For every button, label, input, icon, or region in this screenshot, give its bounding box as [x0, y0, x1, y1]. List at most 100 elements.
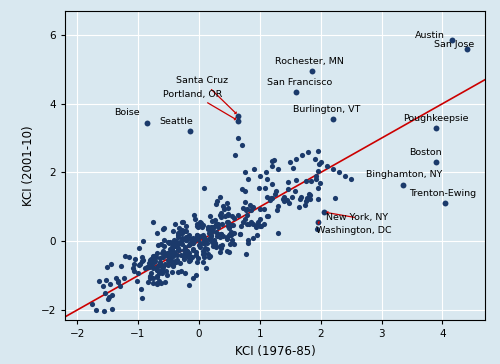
- Point: [303, 195, 311, 201]
- Point: [316, 159, 324, 165]
- Point: [220, 206, 228, 212]
- Point: [153, 268, 161, 273]
- Point: [224, 212, 232, 218]
- Point: [329, 166, 337, 172]
- Point: [160, 261, 168, 267]
- Point: [206, 253, 214, 258]
- Point: [217, 245, 225, 251]
- Point: [170, 237, 178, 243]
- Point: [178, 230, 186, 236]
- Point: [266, 198, 274, 203]
- Point: [192, 223, 200, 229]
- Point: [185, 255, 193, 261]
- Point: [329, 116, 337, 122]
- Point: [116, 284, 124, 289]
- Point: [297, 194, 305, 199]
- Point: [171, 258, 179, 264]
- Text: Austin: Austin: [415, 31, 445, 40]
- Point: [188, 240, 196, 246]
- Point: [199, 251, 207, 257]
- Point: [168, 244, 176, 250]
- Point: [270, 157, 278, 162]
- Point: [166, 249, 174, 255]
- Text: Boise: Boise: [114, 108, 140, 118]
- Point: [218, 221, 226, 227]
- Point: [200, 249, 207, 254]
- Point: [190, 247, 198, 253]
- Point: [213, 198, 221, 204]
- Point: [171, 221, 179, 227]
- Point: [181, 244, 189, 250]
- Point: [162, 250, 170, 256]
- Point: [188, 240, 196, 246]
- Point: [316, 161, 324, 167]
- Point: [226, 232, 234, 238]
- Point: [198, 224, 206, 230]
- Point: [174, 269, 182, 274]
- Point: [312, 173, 320, 179]
- Point: [274, 230, 281, 236]
- Point: [182, 229, 190, 234]
- Point: [264, 194, 272, 199]
- Point: [301, 202, 309, 207]
- Point: [158, 268, 166, 273]
- Point: [168, 249, 175, 255]
- Point: [314, 185, 322, 191]
- Point: [106, 281, 114, 286]
- Text: Washington, DC: Washington, DC: [316, 222, 392, 235]
- Point: [186, 257, 194, 263]
- Point: [268, 163, 276, 169]
- Point: [208, 227, 216, 233]
- Point: [204, 226, 212, 232]
- Point: [196, 233, 204, 239]
- Point: [154, 262, 162, 268]
- Point: [226, 232, 234, 238]
- Point: [248, 204, 256, 210]
- Text: Boston: Boston: [409, 148, 442, 157]
- Point: [108, 292, 116, 297]
- Point: [164, 240, 172, 246]
- Point: [174, 232, 182, 238]
- Point: [180, 256, 188, 262]
- Point: [234, 212, 242, 218]
- Point: [154, 230, 162, 236]
- Point: [138, 258, 146, 264]
- Point: [136, 261, 143, 267]
- Point: [143, 120, 151, 126]
- Point: [181, 250, 189, 256]
- Point: [88, 301, 96, 307]
- Text: Portland, OR: Portland, OR: [163, 90, 236, 120]
- Point: [283, 198, 291, 203]
- Point: [432, 125, 440, 131]
- Point: [164, 262, 172, 268]
- Point: [156, 255, 164, 261]
- Point: [201, 245, 209, 251]
- Point: [216, 243, 224, 249]
- Point: [164, 257, 172, 263]
- Point: [200, 250, 207, 256]
- Point: [184, 248, 192, 254]
- Point: [167, 257, 175, 263]
- Point: [150, 258, 158, 264]
- Point: [182, 270, 190, 276]
- Point: [186, 232, 194, 238]
- Point: [174, 247, 182, 253]
- Point: [182, 235, 190, 241]
- Point: [268, 181, 276, 187]
- Point: [200, 237, 208, 243]
- Point: [172, 242, 179, 248]
- Point: [163, 252, 171, 258]
- Point: [190, 238, 198, 244]
- Text: Rochester, MN: Rochester, MN: [275, 57, 344, 66]
- Point: [148, 257, 156, 262]
- Point: [200, 240, 208, 246]
- Point: [176, 268, 184, 274]
- Point: [186, 240, 194, 246]
- Point: [222, 248, 230, 254]
- Point: [170, 250, 178, 256]
- Point: [168, 246, 176, 252]
- Point: [131, 257, 139, 262]
- Point: [242, 199, 250, 205]
- Point: [148, 253, 156, 259]
- Point: [432, 159, 440, 165]
